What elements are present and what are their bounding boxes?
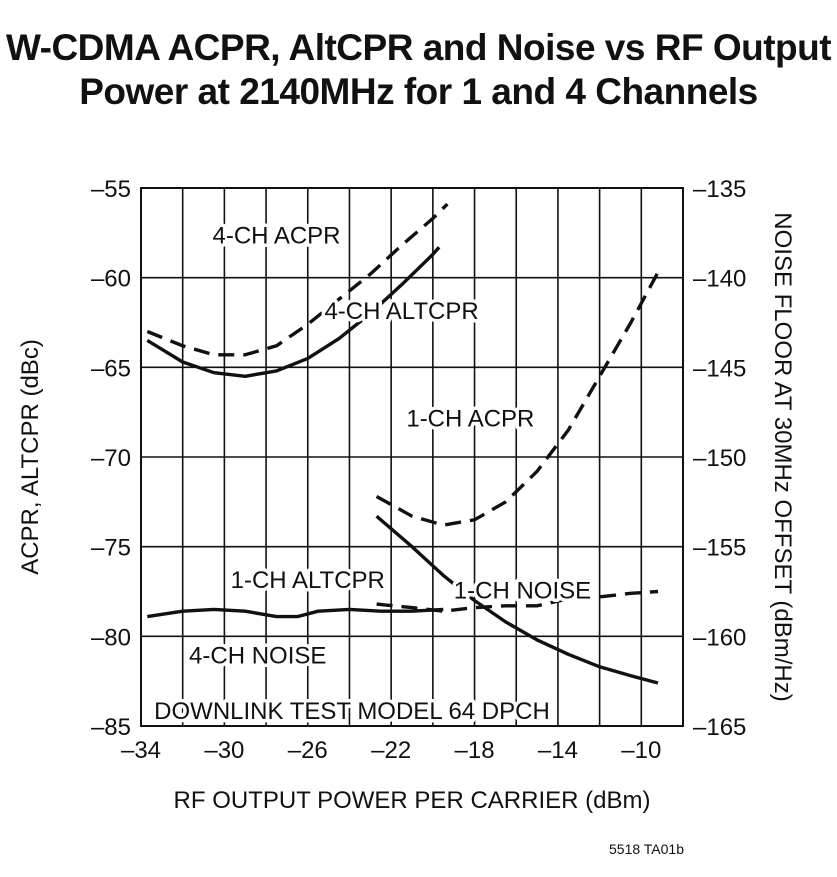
- y2-tick-label: –135: [693, 176, 746, 203]
- y2-tick-label: –145: [693, 355, 746, 382]
- test-model-annotation: DOWNLINK TEST MODEL 64 DPCH: [154, 698, 550, 725]
- x-tick-label: –34: [121, 737, 161, 764]
- plot-frame: [140, 187, 684, 727]
- series-line-4-ch-altcpr: [146, 246, 441, 378]
- x-tick-label: –18: [455, 737, 495, 764]
- y2-tick-label: –165: [693, 714, 746, 741]
- y-tick-label: –80: [91, 624, 131, 651]
- chart-title-line-1: W-CDMA ACPR, AltCPR and Noise vs RF Outp…: [5, 27, 832, 68]
- figure-code: 5518 TA01b: [609, 841, 684, 857]
- x-tick-label: –10: [621, 737, 661, 764]
- series-line-4-ch-noise: [147, 607, 444, 619]
- series-line-1-ch-altcpr: [375, 514, 659, 685]
- y-axis-label: ACPR, ALTCPR (dBc): [17, 339, 44, 575]
- chart-title-line-2: Power at 2140MHz for 1 and 4 Channels: [79, 71, 758, 112]
- y-tick-label: –75: [91, 535, 131, 562]
- series-label-1-ch-altcpr: 1-CH ALTCPR: [231, 567, 385, 594]
- x-tick-label: –26: [288, 737, 328, 764]
- y2-tick-label: –155: [693, 535, 746, 562]
- series-line-4-ch-acpr: [146, 202, 449, 357]
- y2-tick-label: –160: [693, 624, 746, 651]
- y-tick-label: –85: [91, 714, 131, 741]
- series-label-1-ch-acpr: 1-CH ACPR: [406, 406, 534, 433]
- series-label-4-ch-acpr: 4-CH ACPR: [212, 223, 340, 250]
- x-axis-label: RF OUTPUT POWER PER CARRIER (dBm): [174, 787, 651, 814]
- y2-tick-label: –150: [693, 445, 746, 472]
- x-tick-label: –30: [204, 737, 244, 764]
- y-tick-label: –70: [91, 445, 131, 472]
- x-tick-label: –22: [371, 737, 411, 764]
- x-tick-label: –14: [538, 737, 578, 764]
- series-label-1-ch-noise: 1-CH NOISE: [454, 578, 591, 605]
- series-line-1-ch-acpr: [375, 271, 660, 527]
- y-tick-label: –60: [91, 266, 131, 293]
- series-label-4-ch-altcpr: 4-CH ALTCPR: [324, 298, 478, 325]
- y2-tick-label: –140: [693, 266, 746, 293]
- y2-axis-label: NOISE FLOOR AT 30MHz OFFSET (dBm/Hz): [769, 212, 796, 701]
- y-tick-label: –65: [91, 355, 131, 382]
- series-label-4-ch-noise: 4-CH NOISE: [189, 642, 326, 669]
- y-tick-label: –55: [91, 176, 131, 203]
